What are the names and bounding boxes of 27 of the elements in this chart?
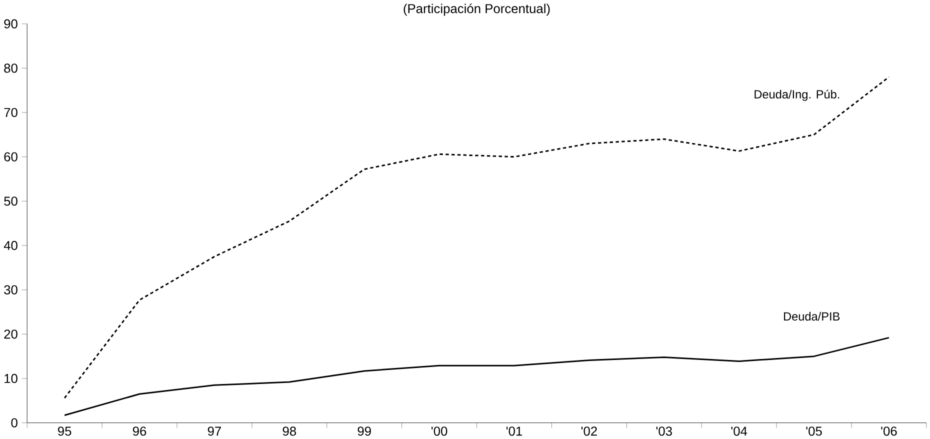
- x-tick-label: '05: [806, 426, 822, 436]
- x-tick-label: '00: [432, 426, 448, 436]
- x-tick-label: '01: [506, 426, 522, 436]
- y-tick-label: 80: [4, 63, 18, 73]
- text: Deuda/PIB: [784, 312, 840, 320]
- chart-title: (Participación Porcentual): [404, 3, 550, 16]
- x-tick-label: 99: [358, 426, 371, 436]
- x-tick-label: 97: [208, 426, 221, 436]
- y-tick-label: 30: [4, 285, 18, 294]
- x-tick-label: 95: [58, 426, 72, 436]
- x-tick-label: '06: [881, 426, 897, 436]
- y-tick-label: 20: [4, 329, 18, 339]
- y-tick-label: 50: [4, 196, 18, 206]
- x-tick-label: 96: [132, 426, 146, 436]
- x-tick-label: 98: [282, 426, 296, 436]
- y-tick-label: 0: [11, 418, 18, 428]
- y-tick-label: 70: [4, 108, 18, 117]
- series-label: Deuda/Ing. Púb.: [754, 90, 840, 101]
- x-tick-label: '03: [656, 426, 672, 436]
- line-series: [64, 336, 890, 416]
- y-tick-label: 40: [4, 240, 18, 250]
- line-series: [64, 76, 890, 399]
- x-tick-label: '02: [581, 426, 597, 436]
- y-tick-label: 90: [4, 19, 18, 28]
- x-tick-label: '04: [731, 426, 748, 436]
- y-tick-label: 10: [4, 374, 18, 383]
- y-tick-label: 60: [4, 152, 18, 162]
